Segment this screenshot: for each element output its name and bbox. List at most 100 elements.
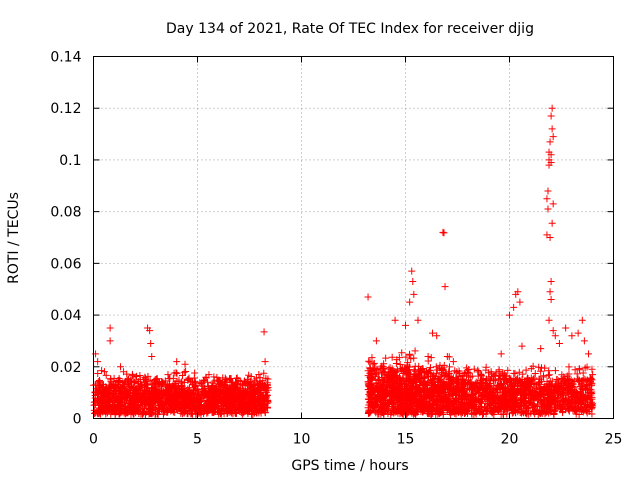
- data-point: [94, 370, 102, 378]
- chart-title: Day 134 of 2021, Rate Of TEC Index for r…: [166, 21, 534, 37]
- data-point: [368, 354, 376, 362]
- data-point: [447, 399, 455, 407]
- data-point: [407, 355, 415, 363]
- data-point: [264, 375, 272, 383]
- data-point: [136, 385, 144, 393]
- data-point: [578, 395, 586, 403]
- data-point: [233, 409, 241, 417]
- data-point: [551, 332, 559, 340]
- data-point: [553, 375, 561, 383]
- data-point: [434, 392, 442, 400]
- data-point: [169, 404, 177, 412]
- data-point: [587, 378, 594, 386]
- data-point: [537, 345, 545, 353]
- data-point: [192, 379, 200, 387]
- data-point: [382, 390, 390, 398]
- data-point: [380, 368, 388, 376]
- data-point: [259, 405, 267, 413]
- data-point: [585, 350, 593, 358]
- data-point: [565, 406, 573, 414]
- data-point: [468, 401, 476, 409]
- data-point: [244, 391, 252, 399]
- data-point: [379, 391, 387, 399]
- data-point: [142, 408, 150, 416]
- data-point: [545, 316, 553, 324]
- data-point: [185, 374, 193, 382]
- y-tick-label: 0.1: [59, 153, 81, 169]
- data-point: [239, 386, 247, 394]
- data-point: [524, 379, 532, 387]
- data-point: [257, 386, 265, 394]
- data-point: [164, 407, 172, 415]
- data-point: [156, 388, 164, 396]
- data-point: [243, 408, 251, 416]
- data-point: [582, 400, 590, 408]
- data-point: [165, 382, 173, 390]
- data-point: [424, 410, 432, 418]
- data-point: [204, 382, 212, 390]
- data-point: [394, 400, 402, 408]
- data-point: [222, 390, 230, 398]
- data-point: [245, 395, 253, 403]
- data-point: [442, 394, 450, 402]
- data-point: [121, 408, 129, 416]
- data-point: [506, 311, 513, 319]
- data-point: [575, 411, 583, 419]
- data-point: [215, 387, 223, 395]
- data-point: [260, 369, 268, 377]
- data-point: [461, 400, 469, 408]
- data-point: [409, 277, 417, 285]
- data-point: [213, 373, 221, 381]
- data-point: [588, 404, 596, 412]
- data-point: [505, 375, 513, 383]
- data-point: [375, 376, 383, 384]
- data-point: [115, 396, 123, 404]
- data-point: [398, 391, 406, 399]
- data-point: [507, 407, 515, 415]
- data-point: [129, 371, 137, 379]
- data-point: [450, 407, 458, 415]
- data-point: [567, 386, 575, 394]
- data-point: [231, 398, 239, 406]
- data-point: [545, 371, 553, 379]
- data-point: [245, 371, 253, 379]
- data-point: [393, 356, 401, 364]
- data-point: [558, 391, 566, 399]
- data-point: [420, 374, 428, 382]
- data-point: [546, 288, 554, 296]
- y-tick-label: 0.02: [50, 360, 81, 376]
- data-point: [383, 382, 391, 390]
- data-point: [580, 375, 588, 383]
- data-point: [432, 363, 440, 371]
- data-point: [445, 353, 453, 361]
- data-point: [236, 406, 244, 414]
- data-point: [233, 381, 241, 389]
- data-point: [181, 403, 189, 411]
- data-point: [176, 403, 184, 411]
- data-point: [509, 391, 517, 399]
- data-point: [535, 363, 543, 371]
- data-point: [499, 410, 507, 418]
- data-point: [509, 402, 517, 410]
- data-point: [504, 406, 512, 414]
- data-point: [255, 371, 263, 378]
- data-point: [536, 406, 544, 414]
- data-point: [519, 370, 527, 378]
- data-point: [204, 378, 212, 386]
- data-point: [546, 138, 554, 146]
- data-point: [482, 366, 490, 374]
- data-point: [490, 408, 498, 416]
- data-point: [379, 382, 387, 390]
- data-point: [426, 389, 434, 397]
- data-point: [559, 385, 567, 393]
- data-point: [472, 394, 480, 402]
- data-point: [499, 369, 507, 377]
- data-point: [462, 407, 470, 415]
- data-point: [452, 377, 460, 385]
- data-point: [571, 366, 579, 374]
- data-point: [439, 364, 447, 372]
- data-point: [450, 388, 458, 396]
- data-point: [404, 371, 412, 379]
- data-point: [132, 372, 140, 380]
